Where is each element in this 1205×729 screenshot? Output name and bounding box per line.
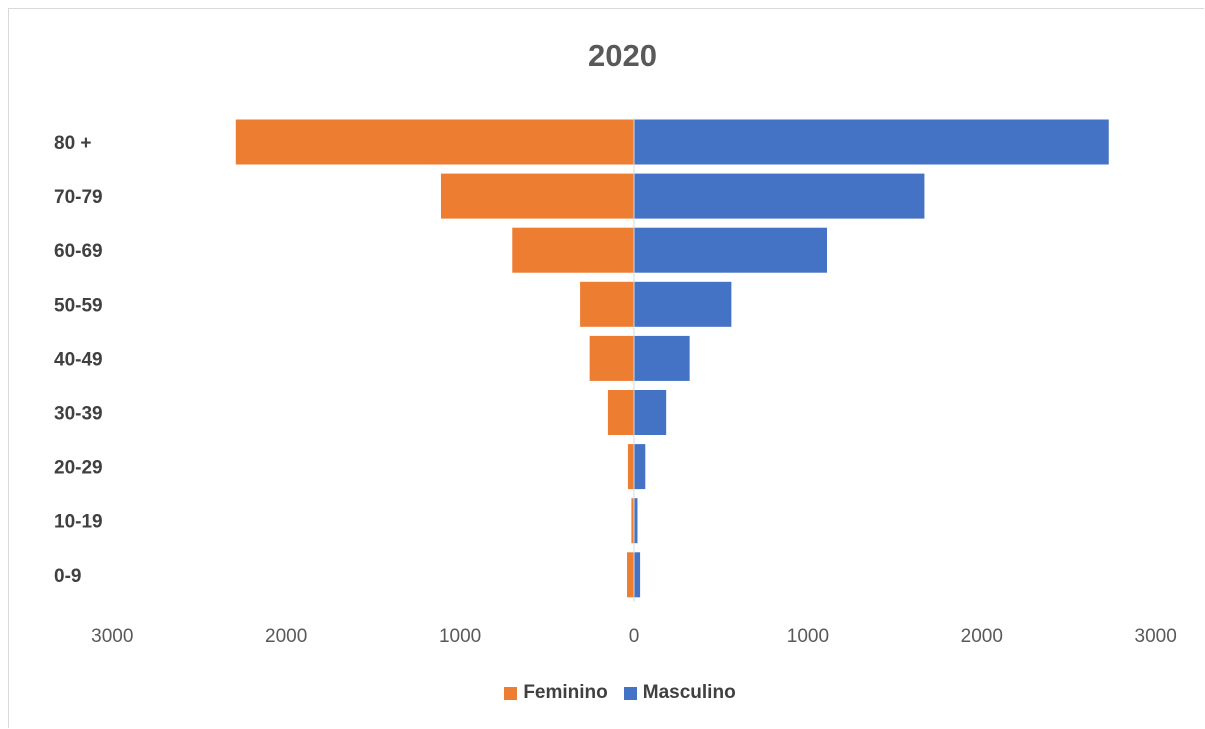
legend-label-feminino: Feminino [523, 682, 608, 703]
bar-masculino-40-49 [634, 335, 690, 381]
bar-feminino-70-79 [440, 173, 634, 219]
bar-feminino-50-59 [580, 281, 634, 327]
bar-masculino-20-29 [634, 444, 646, 490]
bar-masculino-50-59 [634, 281, 732, 327]
legend-item-masculino: Masculino [623, 682, 736, 704]
bar-masculino-80 [634, 119, 1109, 165]
bar-feminino-30-39 [607, 390, 634, 435]
bar-feminino-20-29 [627, 444, 634, 490]
category-label-80: 80 + [54, 133, 92, 154]
x-tick-label: 1000 [787, 626, 829, 647]
category-label-20-29: 20-29 [54, 458, 103, 479]
x-tick-label: 3000 [91, 626, 133, 647]
x-tick-label: 2000 [961, 626, 1003, 647]
x-tick-label: 1000 [439, 626, 481, 647]
legend-swatch-feminino [504, 686, 518, 700]
bar-feminino-10-19 [631, 498, 634, 544]
x-tick-label: 0 [629, 626, 640, 647]
bar-feminino-80 [235, 119, 635, 165]
bar-masculino-30-39 [634, 390, 667, 435]
category-label-50-59: 50-59 [54, 295, 103, 316]
legend-swatch-masculino [623, 686, 637, 700]
x-tick-label: 3000 [1135, 626, 1177, 647]
bar-feminino-60-69 [512, 227, 634, 273]
category-label-10-19: 10-19 [54, 512, 103, 533]
bar-feminino-40-49 [589, 335, 634, 381]
category-label-30-39: 30-39 [54, 404, 103, 425]
bar-masculino-60-69 [634, 227, 828, 273]
bar-feminino-0-9 [627, 552, 634, 598]
chart-title: 2020 [588, 38, 657, 73]
legend-item-feminino: Feminino [504, 682, 608, 704]
category-label-60-69: 60-69 [54, 241, 103, 262]
bar-masculino-70-79 [634, 173, 925, 219]
x-tick-label: 2000 [265, 626, 307, 647]
category-label-0-9: 0-9 [54, 566, 81, 587]
legend-label-masculino: Masculino [642, 682, 736, 703]
category-label-40-49: 40-49 [54, 349, 103, 370]
legend: Feminino Masculino [0, 682, 1205, 704]
bar-masculino-10-19 [634, 498, 638, 544]
bar-masculino-0-9 [634, 552, 641, 598]
category-label-70-79: 70-79 [54, 187, 103, 208]
